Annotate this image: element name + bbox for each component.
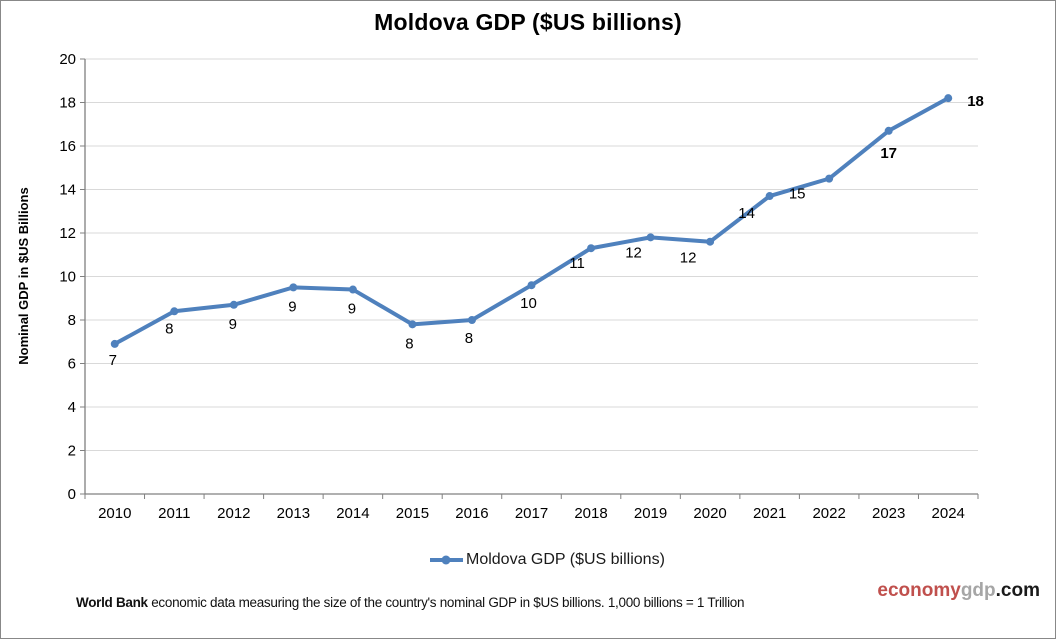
data-point-marker xyxy=(348,285,357,294)
watermark-economy[interactable]: economy xyxy=(877,580,961,601)
data-point-label: 8 xyxy=(405,335,413,352)
data-point-marker xyxy=(884,126,893,135)
source-footnote: World Bank economic data measuring the s… xyxy=(76,595,745,610)
data-point-labels: 7 8 9 9 9 8 8 10 11 12 12 14 15 17 18 xyxy=(109,93,984,369)
data-point-label: 14 xyxy=(738,205,755,222)
y-tick-label: 16 xyxy=(59,138,76,155)
data-point-label: 17 xyxy=(880,145,897,162)
x-tick-label: 2010 xyxy=(98,505,131,522)
watermark-gdp[interactable]: gdp xyxy=(960,580,996,601)
legend: Moldova GDP ($US billions) xyxy=(429,551,665,569)
data-point-label: 9 xyxy=(288,298,296,315)
x-tick-label: 2014 xyxy=(336,505,369,522)
data-point-marker xyxy=(527,281,536,290)
y-tick-label: 6 xyxy=(68,356,76,373)
data-point-marker xyxy=(646,233,655,242)
data-point-marker xyxy=(289,283,298,292)
watermark-com[interactable]: .com xyxy=(995,580,1040,601)
data-point-label: 11 xyxy=(569,255,585,272)
legend-series-marker-icon xyxy=(430,555,463,565)
x-tick-label: 2018 xyxy=(574,505,607,522)
source-description: economic data measuring the size of the … xyxy=(147,595,745,610)
x-tick-label: 2016 xyxy=(455,505,488,522)
axes xyxy=(80,58,979,499)
x-tick-label: 2024 xyxy=(932,505,965,522)
x-tick-label: 2020 xyxy=(693,505,726,522)
y-tick-label: 8 xyxy=(68,312,76,329)
data-point-label: 15 xyxy=(789,186,806,203)
x-tick-label: 2012 xyxy=(217,505,250,522)
x-tick-label: 2015 xyxy=(396,505,429,522)
y-tick-label: 20 xyxy=(59,51,76,68)
data-point-label: 18 xyxy=(967,93,984,110)
data-point-label: 8 xyxy=(465,330,473,347)
data-point-marker xyxy=(170,307,179,316)
data-point-marker xyxy=(467,316,476,324)
data-point-label: 7 xyxy=(109,352,117,369)
data-point-label: 9 xyxy=(229,316,237,333)
gridlines xyxy=(85,58,978,451)
data-point-label: 12 xyxy=(680,250,697,267)
source-name: World Bank xyxy=(76,595,148,610)
data-point-marker xyxy=(408,320,417,329)
x-tick-label: 2011 xyxy=(158,505,190,522)
y-tick-label: 18 xyxy=(59,95,76,112)
x-tick-label: 2017 xyxy=(515,505,548,522)
legend-label: Moldova GDP ($US billions) xyxy=(466,551,665,568)
data-point-marker xyxy=(765,192,774,201)
y-tick-label: 10 xyxy=(59,269,76,286)
data-series xyxy=(110,94,953,348)
data-point-label: 9 xyxy=(348,301,356,318)
data-point-label: 10 xyxy=(520,295,537,312)
data-point-marker xyxy=(825,174,834,183)
y-tick-label: 0 xyxy=(68,486,76,503)
y-axis-title: Nominal GDP in $US Billions xyxy=(16,187,31,364)
data-point-marker xyxy=(587,244,596,253)
data-point-marker xyxy=(944,94,953,103)
data-point-label: 12 xyxy=(625,244,642,261)
data-point-marker xyxy=(706,237,715,246)
y-tick-label: 14 xyxy=(59,182,76,199)
watermark-link[interactable]: economygdp.com xyxy=(877,580,1040,602)
data-point-marker xyxy=(229,300,238,309)
x-tick-label: 2021 xyxy=(753,505,786,522)
data-point-label: 8 xyxy=(165,320,173,337)
y-tick-label: 12 xyxy=(59,225,76,242)
x-tick-label: 2022 xyxy=(812,505,845,522)
x-tick-label: 2023 xyxy=(872,505,905,522)
x-tick-label: 2019 xyxy=(634,505,667,522)
y-tick-label: 4 xyxy=(68,399,76,416)
x-tick-label: 2013 xyxy=(277,505,310,522)
data-point-marker xyxy=(110,339,119,348)
y-tick-label: 2 xyxy=(68,443,76,460)
chart-title: Moldova GDP ($US billions) xyxy=(374,9,682,35)
